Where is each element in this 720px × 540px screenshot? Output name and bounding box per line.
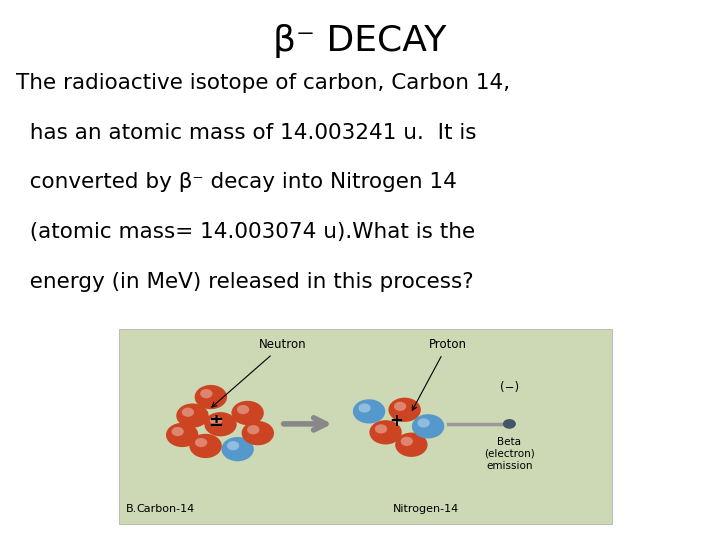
Circle shape bbox=[359, 403, 371, 413]
Circle shape bbox=[194, 385, 227, 409]
Circle shape bbox=[189, 434, 222, 458]
Circle shape bbox=[231, 401, 264, 425]
Circle shape bbox=[247, 425, 259, 434]
Circle shape bbox=[171, 427, 184, 436]
Circle shape bbox=[369, 420, 402, 444]
Circle shape bbox=[227, 441, 239, 450]
Circle shape bbox=[195, 438, 207, 447]
FancyBboxPatch shape bbox=[119, 329, 612, 524]
Text: energy (in MeV) released in this process?: energy (in MeV) released in this process… bbox=[16, 272, 474, 292]
Circle shape bbox=[418, 418, 430, 428]
Text: converted by β⁻ decay into Nitrogen 14: converted by β⁻ decay into Nitrogen 14 bbox=[16, 172, 456, 192]
Circle shape bbox=[166, 423, 199, 447]
Text: β⁻ DECAY: β⁻ DECAY bbox=[274, 24, 446, 58]
Circle shape bbox=[353, 399, 385, 423]
Circle shape bbox=[200, 389, 212, 399]
Text: (atomic mass= 14.003074 u).What is the: (atomic mass= 14.003074 u).What is the bbox=[16, 222, 475, 242]
Circle shape bbox=[395, 433, 428, 457]
Circle shape bbox=[388, 397, 420, 422]
Text: Neutron: Neutron bbox=[212, 338, 307, 407]
Circle shape bbox=[222, 437, 254, 461]
Circle shape bbox=[503, 419, 516, 429]
Text: Nitrogen-14: Nitrogen-14 bbox=[392, 504, 459, 514]
Text: The radioactive isotope of carbon, Carbon 14,: The radioactive isotope of carbon, Carbo… bbox=[16, 73, 510, 93]
Text: ±: ± bbox=[209, 412, 223, 430]
Circle shape bbox=[375, 424, 387, 434]
Circle shape bbox=[204, 412, 237, 436]
Circle shape bbox=[412, 414, 444, 438]
Circle shape bbox=[210, 416, 222, 426]
Circle shape bbox=[394, 402, 406, 411]
Circle shape bbox=[400, 437, 413, 446]
Text: Proton: Proton bbox=[413, 338, 467, 410]
Text: Beta
(electron)
emission: Beta (electron) emission bbox=[484, 437, 535, 470]
Circle shape bbox=[181, 408, 194, 417]
Circle shape bbox=[237, 405, 249, 414]
Circle shape bbox=[176, 403, 209, 428]
Circle shape bbox=[242, 421, 274, 445]
Text: B.: B. bbox=[126, 504, 138, 514]
Text: (−): (−) bbox=[500, 381, 519, 394]
Text: +: + bbox=[389, 412, 403, 430]
Text: Carbon-14: Carbon-14 bbox=[137, 504, 195, 514]
Text: has an atomic mass of 14.003241 u.  It is: has an atomic mass of 14.003241 u. It is bbox=[16, 123, 477, 143]
